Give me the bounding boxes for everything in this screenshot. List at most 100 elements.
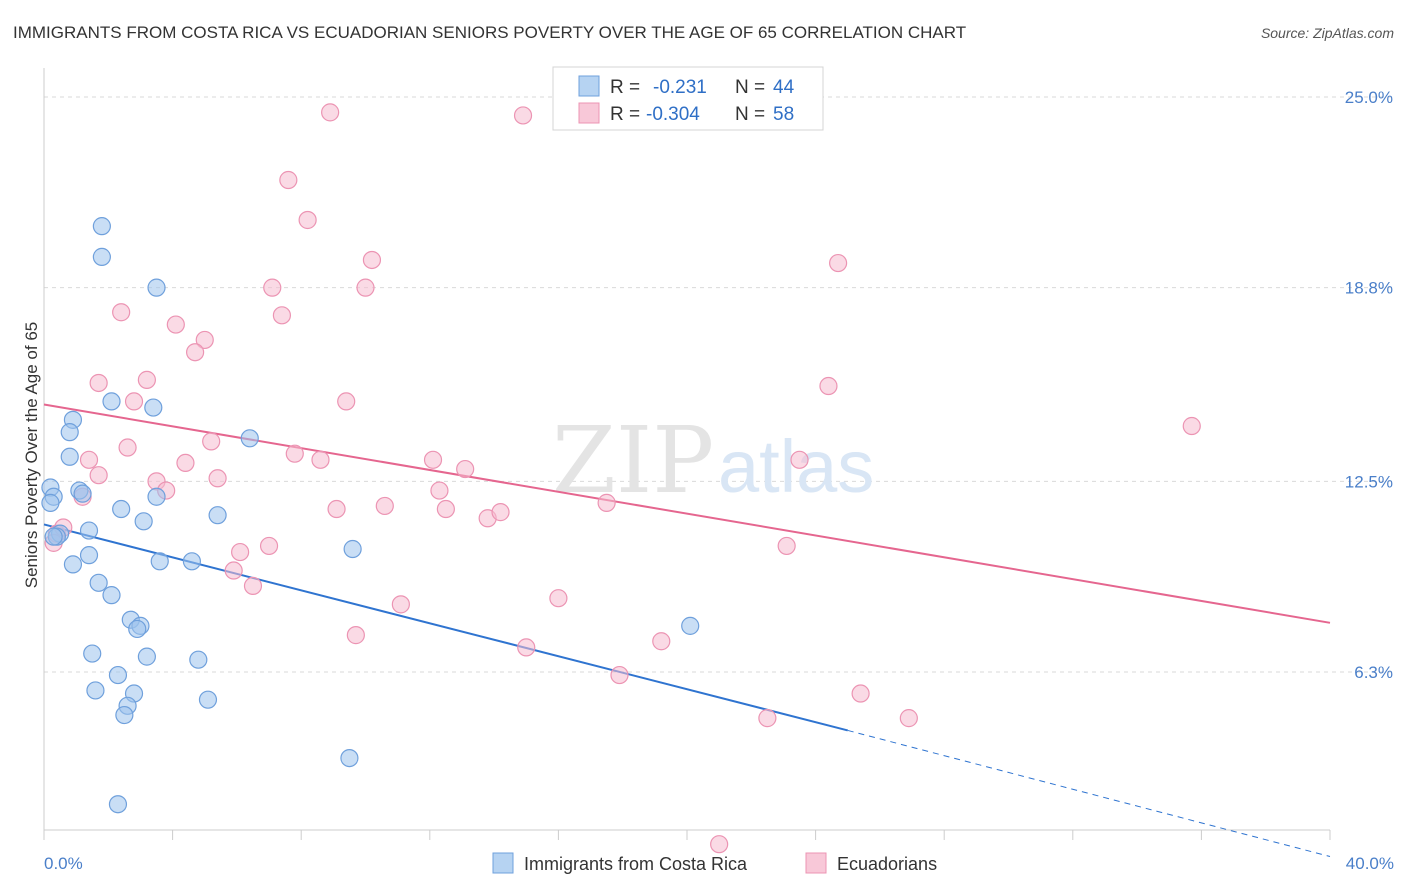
point-ecuadorians-15 [819, 376, 838, 396]
point-ecuadorians-16 [337, 392, 356, 411]
legend-n-value-1: 44 [773, 77, 795, 98]
legend-r-label-1: R = [610, 77, 640, 98]
point-costa-rica-16 [208, 506, 227, 525]
point-ecuadorians-19 [202, 432, 221, 451]
legend-n-label-2: N = [735, 104, 765, 125]
legend-swatch-costa-rica [578, 75, 600, 97]
stats-legend: R = -0.231 N = 44 R = -0.304 N = 58 [552, 66, 824, 131]
point-costa-rica-21 [343, 539, 362, 559]
point-costa-rica-7 [240, 429, 259, 448]
point-costa-rica-32 [83, 644, 102, 663]
point-ecuadorians-41 [259, 536, 279, 556]
chart-title: IMMIGRANTS FROM COSTA RICA VS ECUADORIAN… [13, 23, 966, 42]
point-ecuadorians-46 [391, 595, 410, 614]
y-tick-labels: 25.0% 18.8% 12.5% 6.3% [1345, 88, 1393, 682]
point-costa-rica-31 [681, 616, 700, 635]
point-ecuadorians-8 [112, 303, 131, 322]
x-tick-label-max: 40.0% [1346, 854, 1394, 873]
point-ecuadorians-11 [195, 330, 214, 350]
point-ecuadorians-45 [549, 589, 568, 608]
point-ecuadorians-30 [208, 469, 227, 488]
legend-r-value-1: -0.231 [653, 77, 707, 98]
point-ecuadorians-55 [710, 835, 729, 854]
point-costa-rica-43 [44, 527, 63, 546]
point-ecuadorians-3 [298, 210, 317, 230]
point-ecuadorians-44 [243, 576, 263, 596]
point-ecuadorians-9 [272, 306, 292, 325]
point-ecuadorians-35 [375, 496, 394, 516]
point-costa-rica-3 [102, 392, 121, 411]
legend-r-label-2: R = [610, 104, 640, 125]
x-tick-label-min: 0.0% [44, 854, 83, 873]
point-ecuadorians-47 [346, 626, 365, 645]
point-ecuadorians-26 [456, 459, 475, 479]
point-costa-rica-17 [134, 512, 153, 531]
point-costa-rica-2 [147, 278, 166, 297]
watermark-zip: ZIP [552, 407, 714, 514]
axes [43, 68, 1331, 840]
point-ecuadorians-52 [758, 709, 777, 728]
point-costa-rica-38 [198, 690, 218, 709]
trend-line-0 [43, 523, 848, 732]
point-costa-rica-4 [144, 398, 163, 417]
point-ecuadorians-40 [777, 536, 796, 556]
point-ecuadorians-17 [124, 392, 144, 411]
point-costa-rica-40 [115, 705, 134, 725]
point-ecuadorians-21 [285, 444, 304, 463]
series-legend-swatch-costa-rica [492, 852, 514, 874]
point-ecuadorians-43 [224, 561, 243, 580]
series-legend-label-ecuadorians: Ecuadorians [837, 854, 937, 874]
point-ecuadorians-36 [436, 499, 455, 519]
point-costa-rica-15 [112, 499, 131, 519]
point-ecuadorians-4 [362, 250, 382, 270]
point-costa-rica-30 [128, 619, 147, 639]
point-costa-rica-42 [108, 795, 128, 814]
point-ecuadorians-18 [1182, 416, 1201, 436]
legend-n-value-2: 58 [773, 104, 794, 125]
point-costa-rica-25 [63, 555, 83, 574]
legend-swatch-ecuadorians [578, 102, 600, 124]
y-tick-label-0: 25.0% [1345, 88, 1393, 107]
point-ecuadorians-48 [517, 638, 536, 657]
point-ecuadorians-5 [829, 253, 848, 273]
point-costa-rica-8 [60, 447, 79, 466]
y-axis-label: Seniors Poverty Over the Age of 65 [22, 322, 41, 588]
point-costa-rica-14 [41, 493, 60, 512]
point-ecuadorians-7 [356, 278, 375, 297]
point-costa-rica-13 [147, 487, 166, 506]
series-legend-label-costa-rica: Immigrants from Costa Rica [524, 854, 748, 874]
point-costa-rica-18 [79, 521, 99, 540]
point-ecuadorians-51 [851, 684, 870, 703]
point-ecuadorians-49 [652, 632, 671, 651]
point-ecuadorians-13 [89, 373, 108, 393]
point-ecuadorians-23 [423, 450, 443, 469]
point-costa-rica-24 [182, 552, 201, 571]
point-ecuadorians-32 [430, 481, 449, 500]
point-ecuadorians-25 [176, 453, 195, 473]
point-costa-rica-35 [108, 665, 128, 685]
point-costa-rica-0 [92, 217, 111, 236]
point-ecuadorians-12 [186, 343, 205, 362]
point-costa-rica-23 [150, 552, 169, 571]
point-ecuadorians-0 [321, 103, 340, 122]
y-tick-label-3: 6.3% [1354, 663, 1393, 682]
point-ecuadorians-28 [89, 466, 108, 485]
point-ecuadorians-22 [311, 450, 330, 469]
point-ecuadorians-27 [790, 450, 809, 469]
point-ecuadorians-14 [137, 370, 156, 389]
y-tick-label-1: 18.8% [1345, 279, 1393, 298]
point-costa-rica-34 [189, 650, 208, 669]
watermark: ZIP atlas [552, 407, 874, 514]
point-costa-rica-33 [137, 647, 156, 666]
point-ecuadorians-2 [279, 170, 298, 190]
point-costa-rica-27 [102, 586, 121, 605]
legend-n-label-1: N = [735, 77, 765, 98]
point-costa-rica-6 [60, 423, 79, 442]
point-costa-rica-22 [79, 546, 99, 565]
point-costa-rica-26 [89, 573, 108, 592]
point-ecuadorians-38 [491, 503, 510, 522]
point-costa-rica-41 [340, 748, 359, 768]
point-ecuadorians-33 [597, 493, 616, 512]
point-ecuadorians-20 [118, 438, 137, 457]
